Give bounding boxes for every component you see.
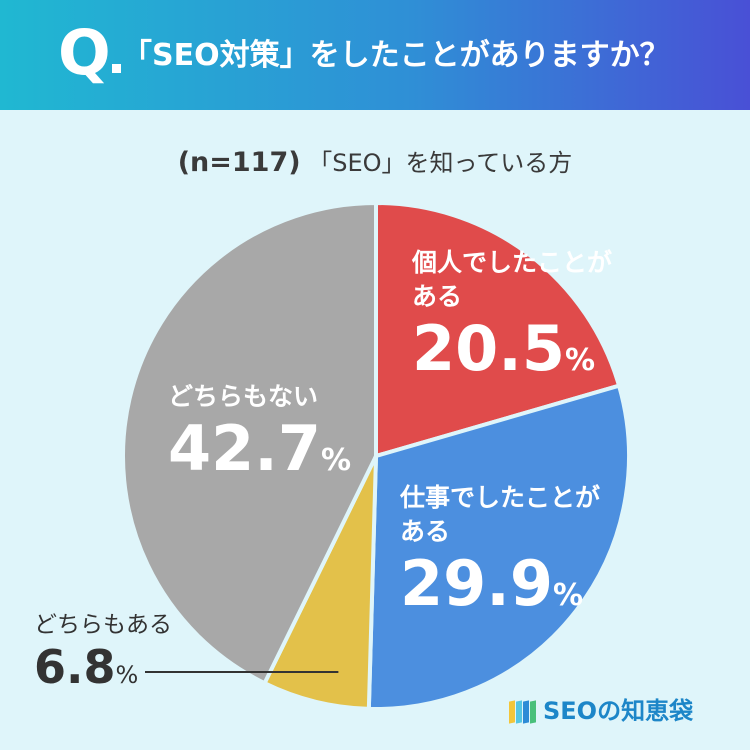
question-title: 「SEO対策」をしたことがありますか？ xyxy=(122,38,670,73)
logo-text: SEOの知恵袋 xyxy=(543,697,694,725)
slice-neither xyxy=(121,201,378,686)
slice-label-personal-line1: 個人でしたことが xyxy=(412,248,613,277)
sample-size: (n=117) xyxy=(177,147,301,178)
slice-both xyxy=(262,454,378,711)
slice-label-both: どちらもある 6.8% xyxy=(34,610,172,694)
q-letter: Q xyxy=(58,16,111,89)
q-dot xyxy=(112,64,121,73)
slice-value-work: 29.9% xyxy=(400,547,584,620)
brand-logo: SEOの知恵袋 xyxy=(509,693,693,729)
slice-value-both: 6.8% xyxy=(34,640,139,694)
slice-label-work: 仕事でしたことが ある 29.9% xyxy=(400,481,600,631)
chart-subtitle: (n=117) 「SEO」を知っている方 xyxy=(0,147,750,179)
slice-label-personal: 個人でしたことが ある 20.5% xyxy=(412,246,612,396)
slice-label-personal-line2: ある xyxy=(412,282,463,311)
slice-label-neither: どちらもない 42.7% xyxy=(168,380,351,496)
audience-label: 「SEO」を知っている方 xyxy=(308,149,573,177)
header-banner: Q 「SEO対策」をしたことがありますか？ xyxy=(0,0,750,110)
slice-work xyxy=(366,383,631,711)
slice-label-work-line2: ある xyxy=(400,517,451,546)
slice-label-work-line1: 仕事でしたことが xyxy=(400,483,601,512)
slice-label-neither-line1: どちらもない xyxy=(168,382,319,411)
slice-label-both-line1: どちらもある xyxy=(34,612,172,638)
slice-personal xyxy=(374,201,622,458)
logo-icon xyxy=(509,697,537,725)
slice-value-neither: 42.7% xyxy=(168,412,352,485)
slice-value-personal: 20.5% xyxy=(412,312,596,385)
